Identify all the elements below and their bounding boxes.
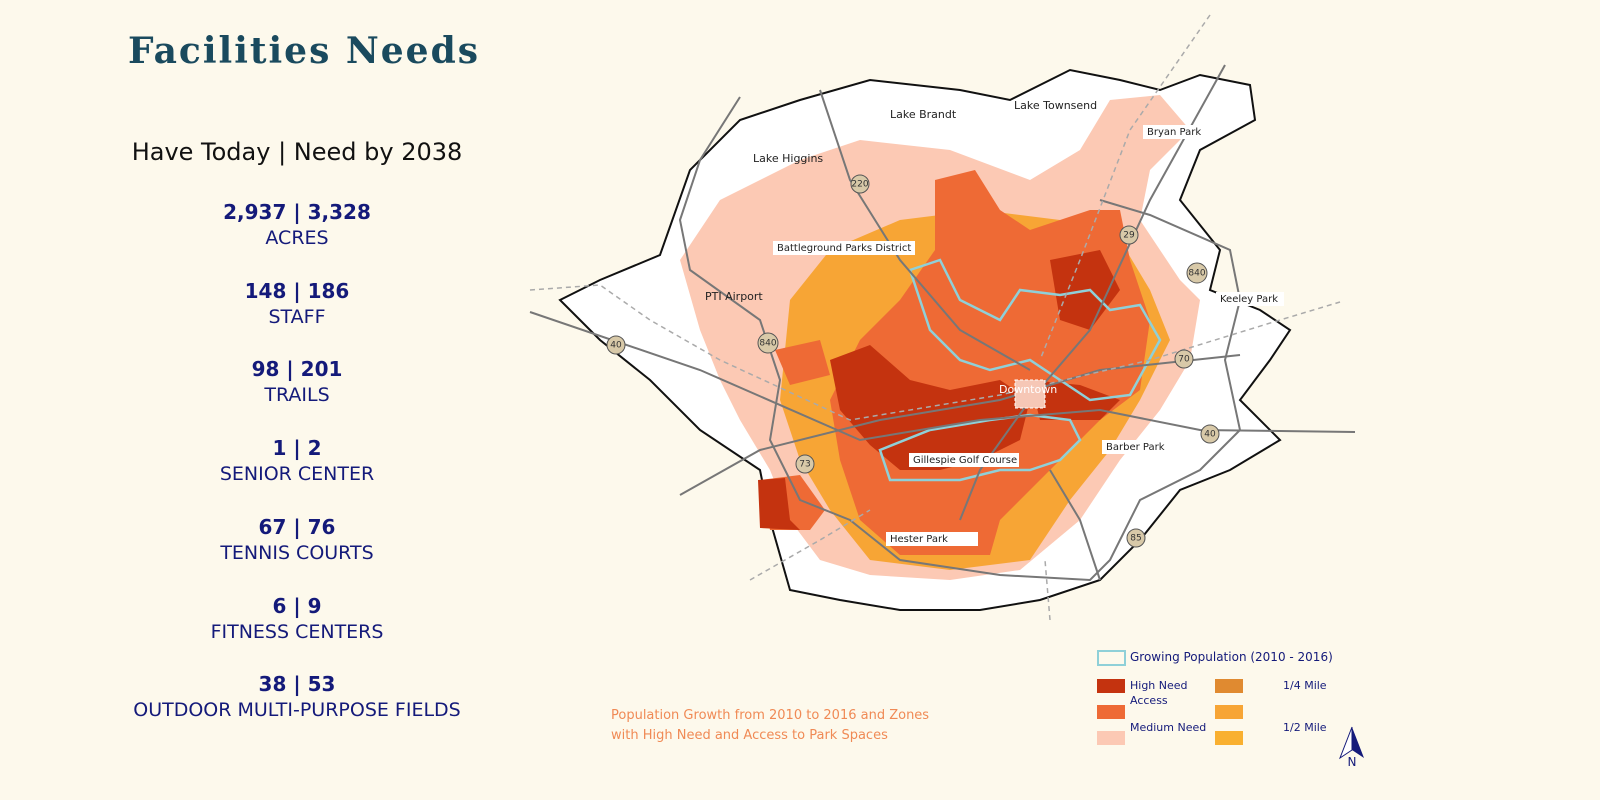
stat-label: TRAILS [264, 384, 330, 407]
place-label: Downtown [999, 383, 1057, 396]
legend-swatch [1215, 679, 1243, 693]
highway-label: 840 [759, 339, 776, 349]
rail [529, 284, 1341, 421]
stat-numbers: 38 | 53 [258, 672, 336, 697]
shield [795, 454, 815, 474]
stat-label: ACRES [265, 227, 329, 249]
rail [1044, 559, 1051, 621]
rail-lines [529, 14, 1341, 621]
place-label: Battleground Parks District [777, 243, 911, 254]
zone-high [830, 345, 1030, 470]
stat-numbers: 148 | 186 [244, 278, 350, 303]
highway-label: 40 [610, 341, 622, 351]
subtitle: Have Today | Need by 2038 [131, 138, 463, 166]
label-box [1216, 292, 1284, 306]
road [679, 354, 1241, 496]
stat-label: STAFF [268, 305, 326, 328]
label-box [1143, 125, 1198, 139]
place-label: Lake Brandt [890, 108, 957, 121]
place-label: Bryan Park [1147, 127, 1201, 138]
place-label: Barber Park [1106, 442, 1165, 453]
legend-swatch [1097, 705, 1125, 719]
zone-high [758, 478, 800, 530]
north-label: N [1348, 755, 1357, 769]
label-box [886, 532, 978, 546]
highway-label: 85 [1130, 534, 1141, 544]
legend-label: 1/2 Mile [1283, 721, 1327, 734]
legend-swatch [1215, 705, 1243, 719]
place-label: PTI Airport [705, 290, 763, 303]
north-arrow [1352, 727, 1364, 758]
shield [1126, 528, 1146, 548]
legend-label: Growing Population (2010 - 2016) [1130, 650, 1333, 664]
growth-outline [908, 258, 1162, 402]
legend-label: 1/4 Mile [1283, 679, 1327, 692]
road [959, 64, 1226, 521]
place-label: Gillespie Golf Course [913, 455, 1017, 466]
label-box [909, 453, 1019, 467]
legend-swatch [1097, 650, 1126, 666]
highway-label: 73 [799, 460, 810, 470]
stat-item: 6 | 9 FITNESS CENTERS [97, 593, 497, 645]
label-box [773, 241, 915, 255]
road [1049, 469, 1101, 581]
stat-label: SENIOR CENTER [219, 463, 375, 486]
stat-label: FITNESS CENTERS [210, 620, 384, 643]
shield [1174, 349, 1194, 369]
legend-label: Medium Need [1130, 721, 1207, 734]
stat-label: TENNIS COURTS [220, 541, 374, 564]
stat-numbers: 98 | 201 [251, 357, 343, 382]
shield [1119, 225, 1139, 245]
highway-label: 40 [1204, 430, 1216, 440]
legend-swatch [1097, 679, 1125, 693]
roads [529, 64, 1356, 582]
stat-item: 38 | 53 OUTDOOR MULTI-PURPOSE FIELDS [97, 671, 497, 723]
stat-label: OUTDOOR MULTI-PURPOSE FIELDS [133, 699, 461, 722]
place-label: Keeley Park [1220, 294, 1278, 305]
stat-numbers: 1 | 2 [272, 436, 322, 461]
highway-label: 29 [1123, 231, 1135, 241]
downtown-area [1014, 379, 1046, 409]
map-caption: Population Growth from 2010 to 2016 and … [611, 708, 930, 743]
rail [749, 509, 871, 581]
shield [850, 174, 870, 194]
stat-item: 98 | 201 TRAILS [97, 356, 497, 408]
road [678, 96, 1242, 582]
highway-label: 840 [1188, 269, 1205, 279]
highway-label: 70 [1178, 355, 1190, 365]
zone-medium [775, 340, 830, 385]
shield [1186, 262, 1208, 284]
stat-numbers: 6 | 9 [272, 593, 322, 618]
rail [1039, 14, 1211, 361]
place-label: Lake Townsend [1014, 99, 1097, 112]
stat-item: 148 | 186 STAFF [97, 278, 497, 330]
legend-label: High Need Access [1130, 679, 1188, 707]
page-title: Facilities Needs [128, 30, 481, 72]
stat-item: 2,937 | 3,328 ACRES [97, 199, 497, 251]
road [819, 89, 1031, 371]
stat-numbers: 67 | 76 [258, 514, 336, 539]
label-box [1102, 440, 1164, 454]
legend-swatch [1097, 731, 1125, 745]
place-label: Lake Higgins [753, 152, 823, 165]
highway-label: 220 [851, 180, 868, 190]
shield [606, 335, 626, 355]
legend-swatch [1215, 731, 1243, 745]
stat-item: 1 | 2 SENIOR CENTER [97, 435, 497, 487]
place-label: Hester Park [890, 534, 948, 545]
stat-numbers: 2,937 | 3,328 [223, 200, 371, 224]
north-arrow [1338, 726, 1353, 760]
road [529, 311, 1356, 442]
stat-item: 67 | 76 TENNIS COURTS [97, 514, 497, 566]
shield [1200, 424, 1220, 444]
shield [757, 332, 779, 354]
highway-shields: 220 29 840 840 40 70 40 73 85 [606, 174, 1220, 548]
